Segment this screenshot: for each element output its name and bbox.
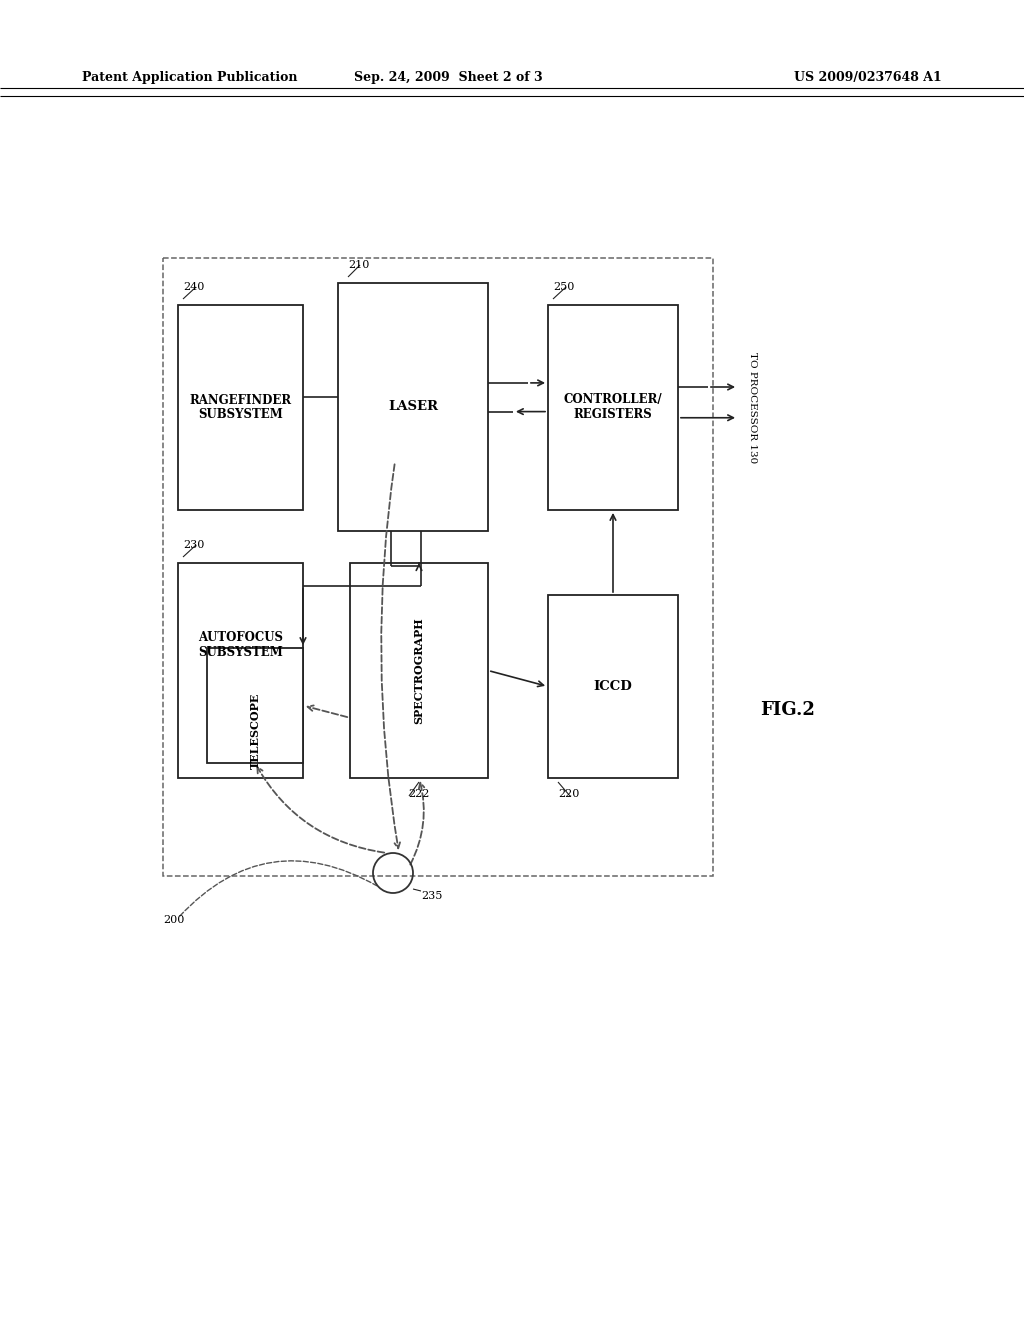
Bar	[207, 648, 303, 763]
Text: FIG.2: FIG.2	[760, 701, 815, 719]
Text: AUTOFOCUS
SUBSYSTEM: AUTOFOCUS SUBSYSTEM	[198, 631, 283, 659]
Text: 235: 235	[421, 891, 442, 902]
Text: ICCD: ICCD	[594, 680, 633, 693]
Text: US 2009/0237648 A1: US 2009/0237648 A1	[795, 70, 942, 83]
Text: TO PROCESSOR 130: TO PROCESSOR 130	[748, 352, 757, 463]
Text: LASER: LASER	[388, 400, 438, 413]
Bar	[338, 282, 488, 531]
Text: 240: 240	[183, 282, 205, 292]
Bar	[350, 564, 488, 777]
Text: 250: 250	[553, 282, 574, 292]
Text: 230: 230	[183, 540, 205, 550]
Text: 220: 220	[558, 789, 580, 799]
Bar	[548, 305, 678, 510]
Text: CONTROLLER/
REGISTERS: CONTROLLER/ REGISTERS	[563, 393, 663, 421]
Text: 210: 210	[348, 260, 370, 271]
Bar	[163, 257, 713, 876]
Text: Patent Application Publication: Patent Application Publication	[82, 70, 298, 83]
Bar	[178, 564, 303, 777]
Text: 222: 222	[409, 789, 430, 799]
Bar	[548, 595, 678, 777]
Text: TELESCOPE: TELESCOPE	[250, 693, 260, 770]
Text: 200: 200	[163, 915, 184, 925]
Text: RANGEFINDER
SUBSYSTEM: RANGEFINDER SUBSYSTEM	[189, 393, 292, 421]
Text: SPECTROGRAPH: SPECTROGRAPH	[414, 618, 425, 723]
Bar	[178, 305, 303, 510]
Text: Sep. 24, 2009  Sheet 2 of 3: Sep. 24, 2009 Sheet 2 of 3	[353, 70, 543, 83]
